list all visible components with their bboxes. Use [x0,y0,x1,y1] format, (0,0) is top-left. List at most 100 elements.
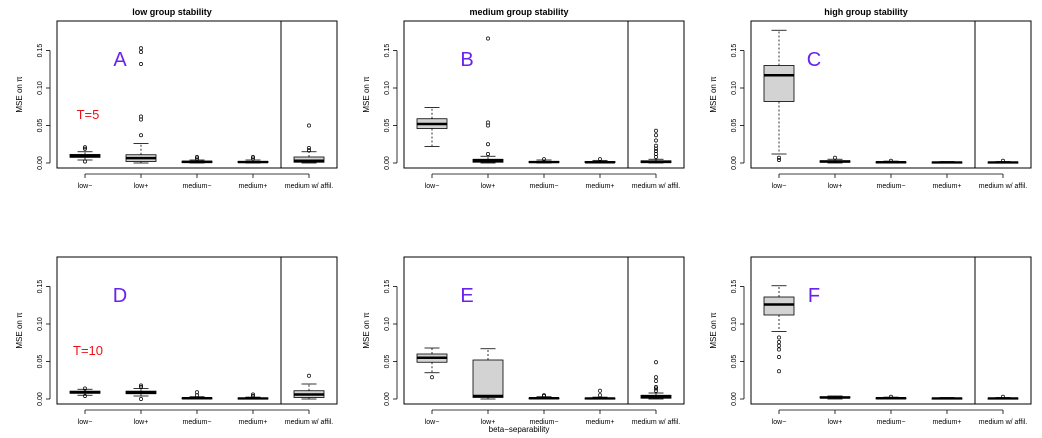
y-tick-label: 0.10 [37,317,44,331]
outlier-point [777,347,781,352]
y-tick-label: 0.05 [731,119,738,133]
outlier-point [833,155,837,160]
box-1 [763,285,795,374]
y-axis-label: MSE on π [15,76,24,113]
box-body [472,359,504,398]
box-5 [640,360,672,400]
outlier-point [83,159,87,164]
panel-letter: D [113,285,127,307]
panel-d: 0.00 0.05 0.10 0.15 MSE on π low− low+ medium− m… [15,256,338,426]
panel-frame [750,20,1032,169]
x-tick-label: medium w/ affil. [632,419,681,426]
y-tick-label: 0.15 [37,280,44,294]
outlier-point [83,145,87,150]
outlier-point [654,138,658,143]
x-tick-label: low− [425,419,440,426]
box-2 [819,395,851,400]
outlier-point [598,393,602,398]
x-tick-label: low− [772,183,787,190]
x-axis-label: beta−separability [489,425,550,434]
y-tick-label: 0.00 [37,392,44,406]
outlier-point [889,158,893,163]
outlier-point [654,143,658,148]
panel-frame [56,20,338,169]
panel-c: 0.00 0.05 0.10 0.15 MSE on π low− low+ medium− m… [709,20,1032,190]
panel-a: 0.00 0.05 0.10 0.15 MSE on π low− low+ medium− m… [15,20,338,190]
x-tick-label: low− [78,183,93,190]
col-title-medium: medium group stability [469,7,568,17]
y-tick-label: 0.05 [384,119,391,133]
y-tick-label: 0.10 [384,317,391,331]
panel-letter: B [460,49,473,71]
box-4 [237,155,269,164]
y-tick-label: 0.00 [731,156,738,170]
box-3 [528,393,560,400]
outlier-point [777,355,781,359]
panel-frame [403,256,685,405]
outlier-point [139,397,143,401]
y-tick-label: 0.05 [731,355,738,369]
x-tick-label: low+ [134,183,149,190]
y-tick-label: 0.15 [384,280,391,294]
outlier-point [251,156,255,161]
outlier-point [598,157,602,162]
box-1 [763,29,795,162]
x-tick-label: low− [425,183,440,190]
outlier-point [777,155,781,160]
outlier-point [654,360,658,365]
x-tick-label: medium w/ affil. [285,419,334,426]
outlier-point [777,158,781,162]
box-2 [819,155,851,164]
y-tick-label: 0.15 [731,280,738,294]
outlier-point [251,392,255,397]
outlier-point [486,120,490,125]
box-4 [931,161,963,164]
outlier-point [654,385,658,389]
box-5 [987,158,1019,164]
y-tick-label: 0.15 [384,44,391,58]
outlier-point [83,394,87,398]
outlier-point [307,123,311,128]
box-4 [584,157,616,164]
outlier-point [654,128,658,133]
panel-annotation: T=5 [77,107,100,122]
outlier-point [654,379,658,383]
panel-letter: A [113,49,127,71]
y-tick-label: 0.10 [731,81,738,95]
x-tick-label: medium w/ affil. [979,183,1028,190]
panel-frame [750,256,1032,405]
panel-b: 0.00 0.05 0.10 0.15 MSE on π low− low+ medium− m… [362,20,685,190]
outlier-point [1001,394,1005,399]
y-tick-label: 0.05 [37,355,44,369]
outlier-point [307,146,311,150]
x-tick-label: medium+ [239,183,268,190]
y-tick-label: 0.05 [384,355,391,369]
outlier-point [542,393,546,398]
box-1 [69,145,101,164]
panel-letter: F [808,285,820,307]
outlier-point [307,148,311,153]
x-tick-label: medium+ [933,183,962,190]
x-tick-label: medium− [183,419,212,426]
outlier-point [251,155,255,159]
x-tick-label: low+ [828,419,843,426]
outlier-point [195,156,199,161]
panel-frame [56,256,338,405]
x-tick-label: medium+ [933,419,962,426]
box-2 [472,36,504,164]
panel-e: 0.00 0.05 0.10 0.15 MSE on π low− low+ medium− m… [362,256,685,426]
box-body [763,296,795,316]
x-tick-label: low− [772,419,787,426]
panels-group: 0.00 0.05 0.10 0.15 MSE on π low− low+ medium− m… [15,20,1032,426]
y-tick-label: 0.15 [37,44,44,58]
box-3 [181,155,213,164]
outlier-point [654,133,658,138]
x-tick-label: medium− [530,419,559,426]
outlier-point [777,335,781,340]
outlier-point [139,133,143,138]
y-axis-label: MSE on π [709,312,718,349]
y-tick-label: 0.00 [37,156,44,170]
outlier-point [83,386,87,391]
box-5 [640,128,672,164]
